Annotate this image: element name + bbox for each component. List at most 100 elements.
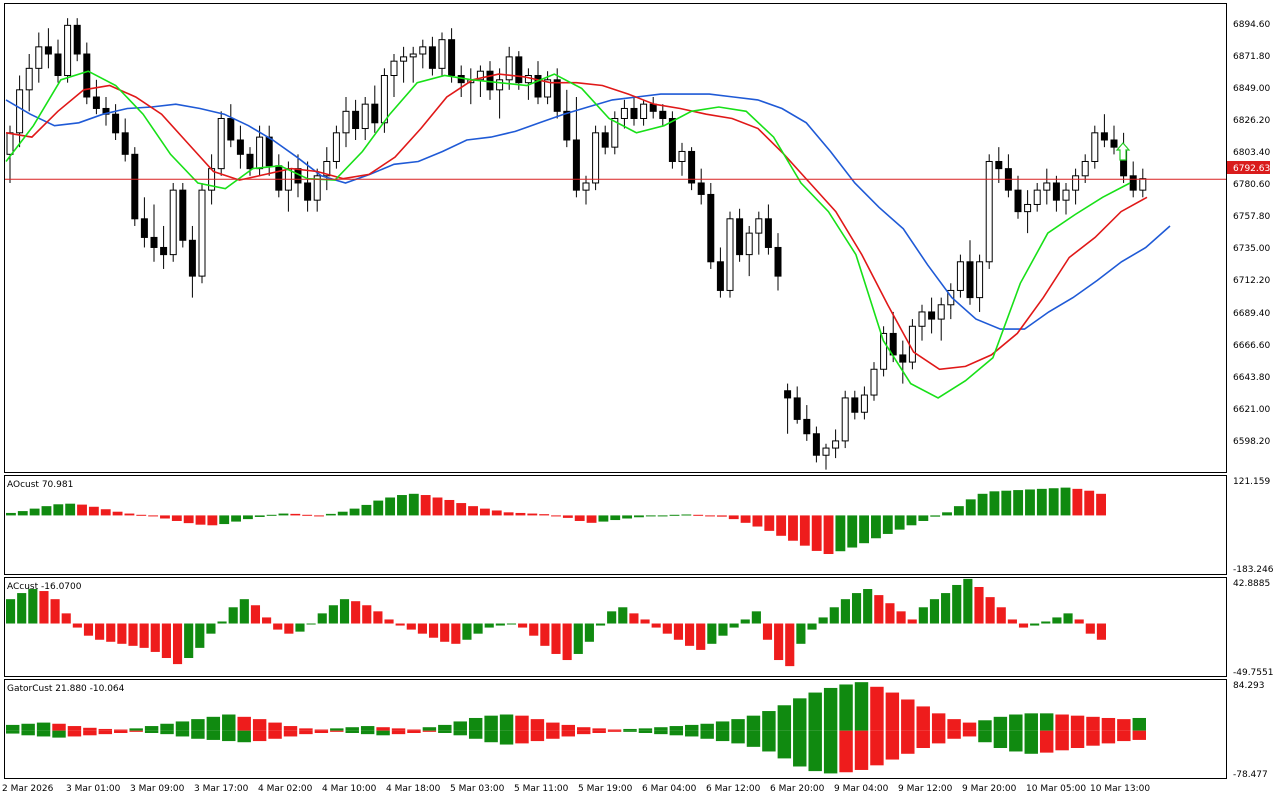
gator-lower-bar — [67, 730, 82, 737]
gator-lower-bar — [6, 730, 20, 734]
candle — [832, 440, 840, 449]
ac-pane[interactable] — [4, 577, 1227, 677]
gator-upper-bar — [314, 729, 329, 731]
ao-bar — [1036, 488, 1047, 516]
gator-upper-bar — [762, 711, 776, 731]
candle — [1072, 175, 1080, 191]
candle — [1110, 139, 1118, 148]
candle — [620, 107, 628, 119]
ao-bar — [681, 514, 692, 516]
gator-upper-bar — [1117, 719, 1131, 731]
ao-bar — [930, 515, 941, 517]
candle — [275, 165, 283, 191]
gator-lower-bar — [839, 730, 853, 773]
gator-upper-bar — [700, 723, 714, 731]
ao-bar — [479, 508, 490, 516]
gator-lower-bar — [777, 730, 792, 759]
x-tick: 3 Mar 17:00 — [194, 784, 249, 794]
gator-lower-bar — [114, 730, 128, 733]
price-series — [5, 18, 1171, 470]
gator-lower-bar — [638, 730, 653, 733]
ac-bar — [996, 607, 1006, 624]
ao-bar — [871, 515, 881, 539]
ac-bar — [328, 605, 338, 624]
ac-bar — [907, 619, 917, 624]
ao-bar — [527, 513, 538, 516]
candle — [582, 182, 590, 191]
candle — [774, 246, 782, 277]
gator-lower-bar — [1009, 730, 1023, 752]
ao-bar — [835, 515, 846, 552]
ao-bar — [598, 515, 609, 522]
candle — [841, 397, 849, 442]
ac-bar — [595, 623, 606, 626]
gator-lower-bar — [407, 730, 421, 733]
ao-bar — [503, 512, 514, 516]
candle — [947, 289, 955, 306]
ao-bar — [420, 495, 431, 516]
ao-pane[interactable] — [4, 475, 1227, 575]
gator-lower-bar — [422, 730, 437, 732]
ac-bar — [206, 623, 216, 634]
candle — [659, 110, 667, 119]
gator-lower-bar — [700, 730, 714, 739]
gator-upper-bar — [561, 724, 575, 731]
y-tick: 6643.80 — [1233, 373, 1270, 383]
gator-pane[interactable] — [4, 679, 1227, 779]
x-tick: 3 Mar 01:00 — [66, 784, 121, 794]
ac-bar — [1096, 623, 1106, 640]
candle — [1014, 189, 1022, 213]
ac-bar — [640, 619, 650, 624]
y-tick: 6871.80 — [1233, 52, 1270, 62]
gator-lower-bar — [931, 730, 946, 744]
gator-upper-bar — [592, 728, 606, 731]
gator-lower-bar — [175, 730, 190, 737]
y-tick: 6894.60 — [1233, 20, 1270, 30]
gator-lower-bar — [345, 730, 359, 733]
candle — [764, 218, 772, 248]
ac-bar — [785, 623, 795, 667]
ao-bar — [491, 510, 502, 516]
ac-bar — [339, 599, 350, 624]
gator-upper-bar — [376, 727, 390, 731]
ac-bar — [28, 589, 38, 624]
main-pane[interactable] — [4, 3, 1227, 473]
ac-bar — [83, 623, 94, 636]
candle — [601, 132, 609, 148]
ao-bar — [456, 503, 467, 516]
candle — [851, 397, 859, 413]
candle — [1033, 189, 1041, 205]
gator-upper-bar — [268, 722, 282, 731]
candle — [121, 132, 129, 155]
ao-bar — [823, 515, 834, 555]
gator-upper-bar — [237, 716, 251, 731]
ac-bar — [39, 591, 49, 624]
candle — [169, 189, 177, 256]
ao-bar — [669, 514, 680, 516]
gator-upper-bar — [98, 728, 113, 731]
gator-upper-bar — [360, 726, 375, 731]
ao-bar — [645, 515, 656, 517]
ao-bar — [586, 515, 597, 523]
ao-bar — [977, 493, 988, 516]
ao-bar — [53, 504, 64, 516]
candle — [793, 397, 801, 420]
ao-bar — [397, 495, 407, 516]
ac-bar — [829, 607, 839, 624]
ao-min-label: -183.246 — [1233, 565, 1274, 575]
ao-bar — [965, 499, 976, 516]
candle — [6, 132, 14, 155]
gator-upper-bar — [793, 698, 807, 731]
candle — [64, 24, 72, 77]
gator-lower-bar — [715, 730, 730, 742]
candle — [150, 236, 158, 248]
gator-lower-bar — [654, 730, 668, 735]
x-tick: 4 Mar 02:00 — [258, 784, 313, 794]
gator-upper-bar — [484, 715, 498, 731]
gator-lower-bar — [1024, 730, 1038, 754]
ac-bar — [696, 623, 706, 650]
gator-upper-bar — [885, 692, 900, 731]
gator-lower-bar — [191, 730, 205, 739]
